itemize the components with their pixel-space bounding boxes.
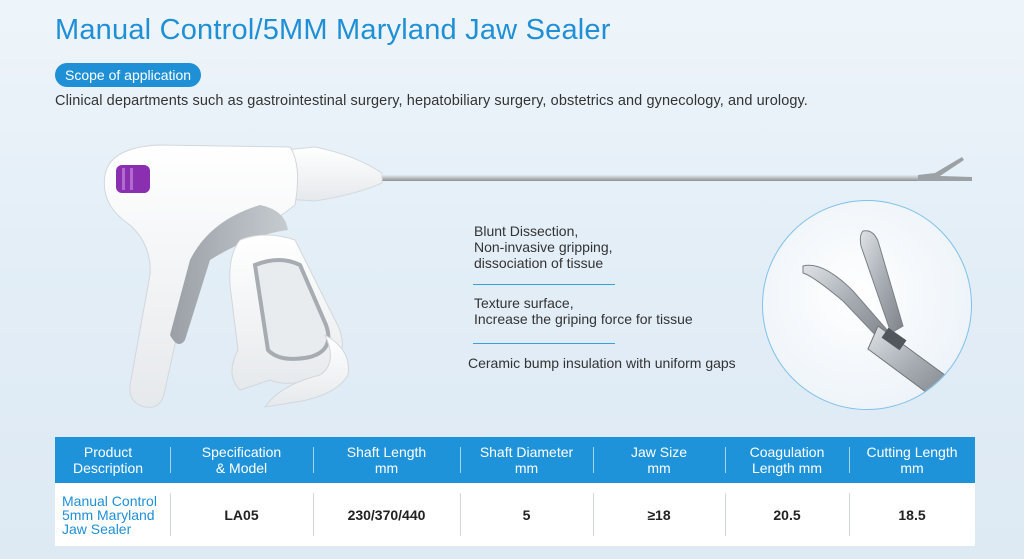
- grip-panel: [170, 205, 288, 344]
- feature-ceramic-insulation: Ceramic bump insulation with uniform gap…: [468, 355, 736, 371]
- table-row: Manual Control 5mm Maryland Jaw Sealer LA0…: [55, 483, 975, 546]
- trigger-loop: [252, 258, 331, 361]
- header-shaft-length: Shaft Length mm: [313, 437, 460, 483]
- shaft: [380, 175, 920, 181]
- spec-table: Product Description Specification & Model …: [55, 437, 975, 546]
- feature-blunt-dissection: Blunt Dissection, Non-invasive gripping,…: [474, 223, 613, 271]
- header-jaw-size: Jaw Size mm: [593, 437, 725, 483]
- cell-product: Manual Control 5mm Maryland Jaw Sealer: [62, 492, 157, 537]
- cell-coagulation-length: 20.5: [725, 483, 849, 546]
- divider: [473, 284, 615, 285]
- jaw-tip: [918, 157, 972, 181]
- cell-shaft-length: 230/370/440: [313, 483, 460, 546]
- scope-description: Clinical departments such as gastrointes…: [55, 93, 808, 109]
- header-product-description: Product Description: [73, 444, 144, 476]
- device-illustration: [103, 144, 972, 408]
- feature-texture-surface: Texture surface, Increase the griping fo…: [474, 295, 693, 327]
- cell-cutting-length: 18.5: [849, 483, 975, 546]
- header-coagulation-length: Coagulation Length mm: [725, 437, 849, 483]
- cell-shaft-diameter: 5: [460, 483, 593, 546]
- header-shaft-diameter: Shaft Diameter mm: [460, 437, 593, 483]
- trigger-hook: [263, 333, 350, 408]
- table-header: Product Description Specification & Model …: [55, 437, 975, 483]
- header-cutting-length: Cutting Length mm: [849, 437, 975, 483]
- header-specification-model: Specification & Model: [170, 437, 313, 483]
- cell-model: LA05: [170, 483, 313, 546]
- page-title: Manual Control/5MM Maryland Jaw Sealer: [55, 14, 611, 46]
- divider: [473, 343, 615, 344]
- nose-cone: [284, 146, 383, 202]
- jaw-closeup: [762, 200, 972, 410]
- scope-badge: Scope of application: [55, 63, 202, 87]
- cell-jaw-size: ≥18: [593, 483, 725, 546]
